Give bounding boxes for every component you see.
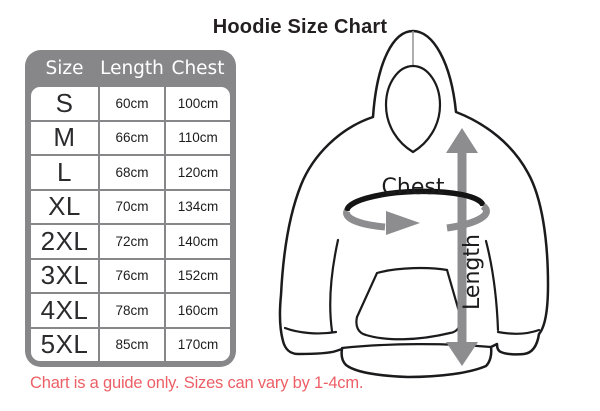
header-size: Size xyxy=(45,58,84,79)
hood-opening xyxy=(384,64,442,154)
length-arrow-head-up xyxy=(446,128,478,153)
cuff-line-right xyxy=(496,328,541,335)
cuff-line-left xyxy=(283,326,338,335)
cell-size: L xyxy=(31,156,98,189)
length-arrow xyxy=(446,128,478,366)
header-chest: Chest xyxy=(171,58,225,79)
sleeve-seam-left xyxy=(329,238,340,333)
footnote: Chart is a guide only. Sizes can vary by… xyxy=(30,374,364,392)
cell-size: 2XL xyxy=(31,225,98,258)
cell-length: 78cm xyxy=(100,294,164,327)
cell-chest: 152cm xyxy=(166,259,230,292)
kangaroo-pocket xyxy=(355,266,462,341)
cell-length: 60cm xyxy=(100,87,164,120)
cell-chest: 170cm xyxy=(166,328,230,361)
hoodie-diagram: Chest Length xyxy=(278,29,550,379)
chest-loop-front-left xyxy=(343,209,386,231)
cell-length: 76cm xyxy=(100,259,164,292)
chest-measure-arrow xyxy=(343,188,490,235)
cell-length: 70cm xyxy=(100,190,164,223)
sleeve-seam-right xyxy=(484,239,500,332)
cell-size: 3XL xyxy=(31,259,98,292)
cell-size: 5XL xyxy=(31,328,98,361)
cell-chest: 134cm xyxy=(166,190,230,223)
cell-chest: 140cm xyxy=(166,225,230,258)
size-table-header: Size Length Chest xyxy=(31,50,230,87)
cell-chest: 100cm xyxy=(166,87,230,120)
length-label: Length xyxy=(460,234,485,310)
header-length: Length xyxy=(100,58,164,79)
cell-chest: 120cm xyxy=(166,156,230,189)
cell-length: 85cm xyxy=(100,328,164,361)
cell-size: 4XL xyxy=(31,294,98,327)
page-title: Hoodie Size Chart xyxy=(212,16,388,38)
length-arrow-shaft xyxy=(457,148,467,346)
cell-length: 66cm xyxy=(100,121,164,154)
cell-chest: 160cm xyxy=(166,294,230,327)
cell-length: 72cm xyxy=(100,225,164,258)
cell-size: M xyxy=(31,121,98,154)
cell-size: XL xyxy=(31,190,98,223)
chest-loop-back xyxy=(344,188,486,212)
size-table-body: S 60cm 100cm M 66cm 110cm L 68cm 120cm X… xyxy=(31,87,230,361)
chest-arrow-head xyxy=(386,211,420,235)
chest-label: Chest xyxy=(382,175,445,200)
cell-size: S xyxy=(31,87,98,120)
hoodie-outline xyxy=(278,29,550,379)
length-arrow-head-down xyxy=(446,342,478,366)
chest-loop-front-right xyxy=(446,203,490,232)
cell-length: 68cm xyxy=(100,156,164,189)
cell-chest: 110cm xyxy=(166,121,230,154)
size-table: Size Length Chest S 60cm 100cm M 66cm 11… xyxy=(25,50,236,367)
